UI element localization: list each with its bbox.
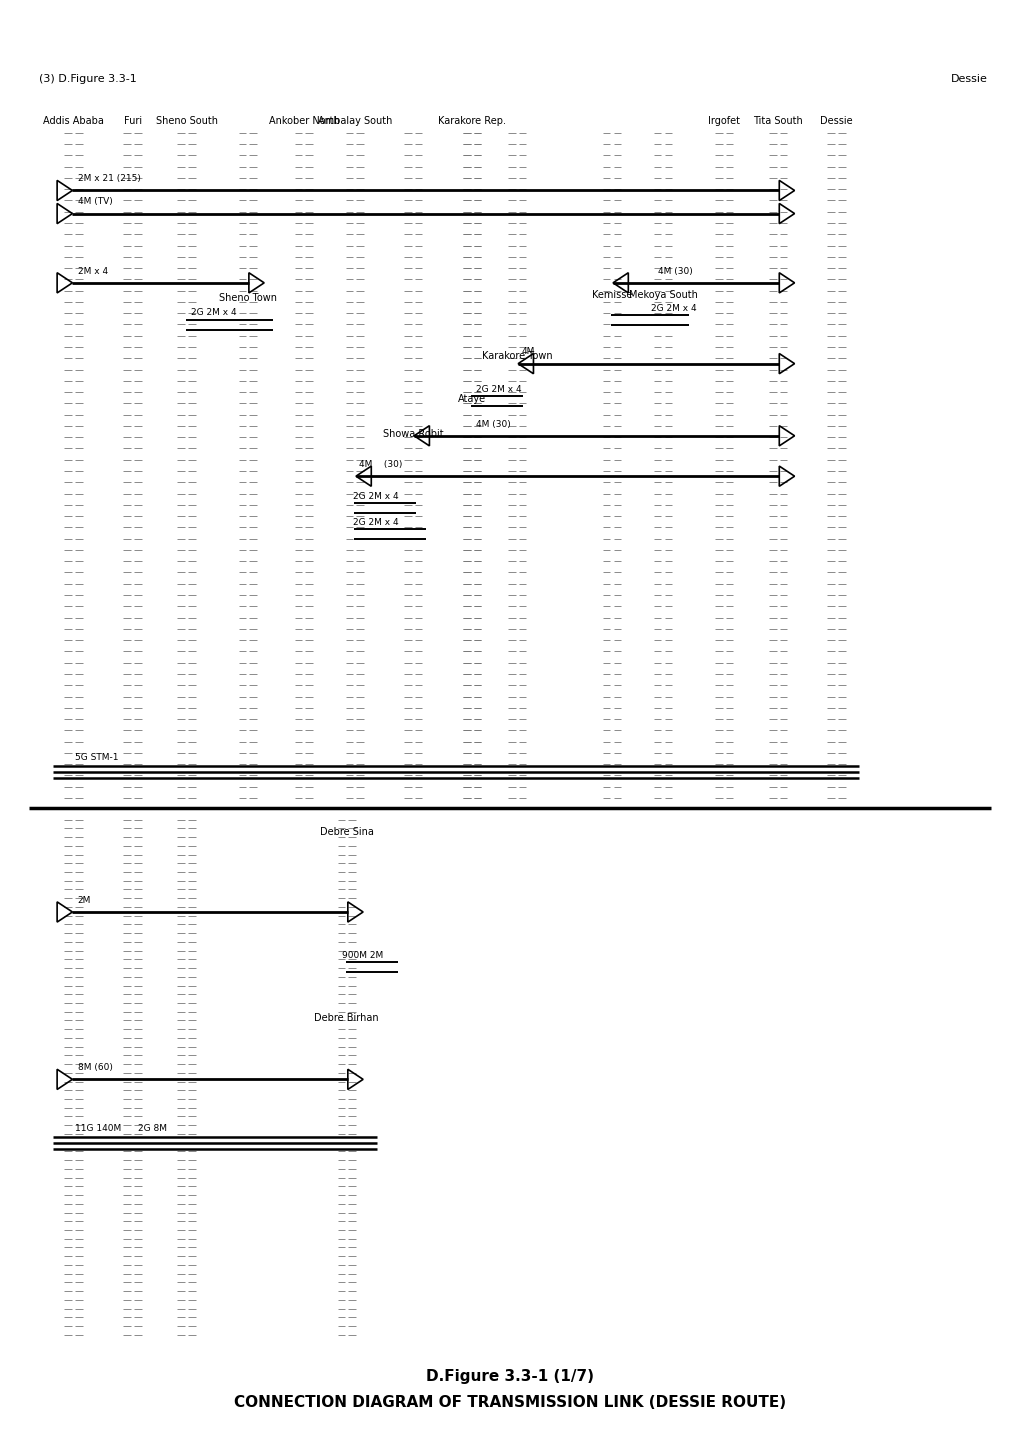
Text: Showa Robit: Showa Robit	[382, 429, 443, 439]
Text: Debre Sina: Debre Sina	[320, 827, 373, 837]
Text: 900M 2M: 900M 2M	[341, 951, 382, 960]
Text: (3) D.Figure 3.3-1: (3) D.Figure 3.3-1	[39, 75, 137, 84]
Text: 11G 140M: 11G 140M	[75, 1124, 121, 1133]
Text: 5G STM-1: 5G STM-1	[75, 753, 119, 762]
Text: Ambalay South: Ambalay South	[318, 115, 391, 126]
Text: Ataye: Ataye	[458, 394, 486, 404]
Text: 2G 2M x 4: 2G 2M x 4	[650, 304, 696, 313]
Text: Kemisse: Kemisse	[591, 290, 632, 300]
Text: 2M: 2M	[77, 896, 91, 905]
Text: Addis Ababa: Addis Ababa	[43, 115, 104, 126]
Text: 2G 8M: 2G 8M	[138, 1124, 166, 1133]
Text: Dessie: Dessie	[950, 75, 986, 84]
Text: Furi: Furi	[123, 115, 142, 126]
Text: Tita South: Tita South	[753, 115, 802, 126]
Text: 2G 2M x 4: 2G 2M x 4	[476, 385, 522, 394]
Text: 4M (30): 4M (30)	[657, 267, 692, 276]
Text: Karakore Rep.: Karakore Rep.	[438, 115, 505, 126]
Text: 8M (60): 8M (60)	[77, 1063, 112, 1072]
Text: Mekoya South: Mekoya South	[628, 290, 697, 300]
Text: D.Figure 3.3-1 (1/7): D.Figure 3.3-1 (1/7)	[426, 1369, 593, 1384]
Text: 4M: 4M	[521, 348, 534, 356]
Text: Irgofet: Irgofet	[707, 115, 740, 126]
Text: Sheno South: Sheno South	[156, 115, 217, 126]
Text: 2G 2M x 4: 2G 2M x 4	[353, 518, 398, 527]
Text: Dessie: Dessie	[819, 115, 852, 126]
Text: 2M x 4: 2M x 4	[77, 267, 108, 276]
Text: 4M (30): 4M (30)	[476, 420, 511, 429]
Text: 2M x 21 (215): 2M x 21 (215)	[77, 175, 141, 183]
Text: 2G 2M x 4: 2G 2M x 4	[353, 492, 398, 501]
Text: Sheno Town: Sheno Town	[219, 293, 276, 303]
Text: Debre Birhan: Debre Birhan	[314, 1013, 379, 1023]
Text: 4M    (30): 4M (30)	[359, 460, 403, 469]
Text: Ankober North: Ankober North	[268, 115, 339, 126]
Text: CONNECTION DIAGRAM OF TRANSMISSION LINK (DESSIE ROUTE): CONNECTION DIAGRAM OF TRANSMISSION LINK …	[233, 1395, 786, 1410]
Text: Karakore Town: Karakore Town	[481, 351, 552, 361]
Text: 2G 2M x 4: 2G 2M x 4	[191, 309, 236, 317]
Text: 4M (TV): 4M (TV)	[77, 198, 112, 206]
